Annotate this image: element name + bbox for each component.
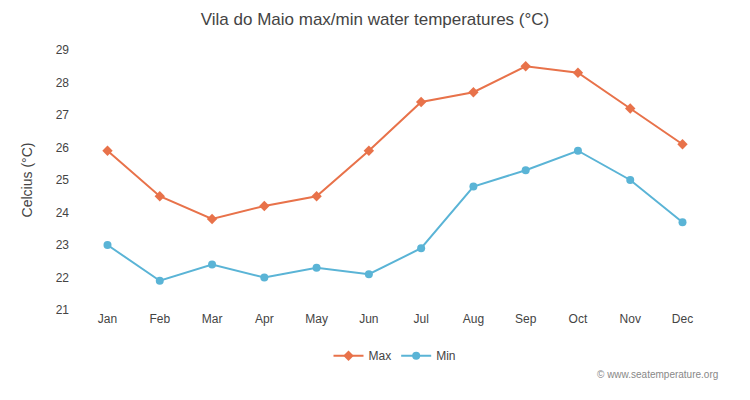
svg-text:27: 27 [56, 108, 70, 122]
svg-text:Vila do Maio max/min water tem: Vila do Maio max/min water temperatures … [201, 10, 550, 29]
svg-text:© www.seatemperature.org: © www.seatemperature.org [597, 369, 718, 380]
svg-text:24: 24 [56, 206, 70, 220]
svg-text:Celcius (°C): Celcius (°C) [19, 143, 35, 218]
svg-text:Apr: Apr [255, 312, 274, 326]
svg-text:Jul: Jul [413, 312, 428, 326]
svg-text:21: 21 [56, 303, 70, 317]
svg-text:Nov: Nov [620, 312, 641, 326]
svg-text:Jan: Jan [98, 312, 117, 326]
svg-text:Jun: Jun [359, 312, 378, 326]
svg-text:28: 28 [56, 76, 70, 90]
svg-text:Oct: Oct [569, 312, 588, 326]
svg-text:Min: Min [436, 349, 455, 363]
svg-text:29: 29 [56, 43, 70, 57]
svg-text:26: 26 [56, 141, 70, 155]
svg-text:May: May [305, 312, 328, 326]
svg-text:Feb: Feb [149, 312, 170, 326]
svg-text:Sep: Sep [515, 312, 537, 326]
svg-text:Dec: Dec [672, 312, 693, 326]
svg-text:22: 22 [56, 271, 70, 285]
svg-text:Aug: Aug [463, 312, 484, 326]
svg-text:23: 23 [56, 238, 70, 252]
svg-text:25: 25 [56, 173, 70, 187]
svg-text:Mar: Mar [202, 312, 223, 326]
svg-text:Max: Max [369, 349, 392, 363]
